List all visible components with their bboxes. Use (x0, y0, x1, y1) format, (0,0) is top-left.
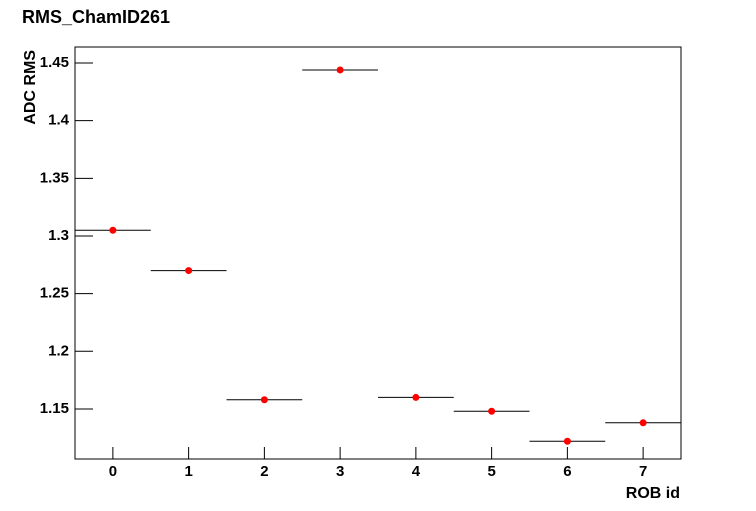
y-tick-label: 1.35 (40, 169, 69, 186)
y-tick-label: 1.2 (48, 342, 69, 359)
data-point (260, 396, 268, 404)
y-tick-label: 1.3 (48, 227, 69, 244)
x-tick-label: 5 (487, 463, 495, 480)
data-point (412, 393, 420, 401)
data-point (639, 419, 647, 427)
data-point (185, 267, 193, 275)
data-point (336, 66, 344, 74)
x-tick-label: 6 (563, 463, 571, 480)
y-tick-label: 1.45 (40, 54, 69, 71)
data-point (109, 226, 117, 234)
y-axis-label: ADC RMS (22, 50, 39, 125)
x-tick-label: 2 (260, 463, 268, 480)
y-tick-label: 1.15 (40, 400, 69, 417)
plot-frame (74, 46, 682, 460)
x-tick-label: 4 (412, 463, 421, 480)
x-axis-label: ROB id (626, 485, 680, 502)
x-tick-label: 0 (109, 463, 117, 480)
x-tick-label: 7 (639, 463, 647, 480)
chart-title: RMS_ChamID261 (22, 7, 170, 27)
x-tick-label: 3 (336, 463, 344, 480)
x-tick-label: 1 (184, 463, 192, 480)
data-point (488, 407, 496, 415)
data-point (563, 437, 571, 445)
y-tick-label: 1.25 (40, 285, 69, 302)
y-tick-label: 1.4 (48, 112, 70, 129)
